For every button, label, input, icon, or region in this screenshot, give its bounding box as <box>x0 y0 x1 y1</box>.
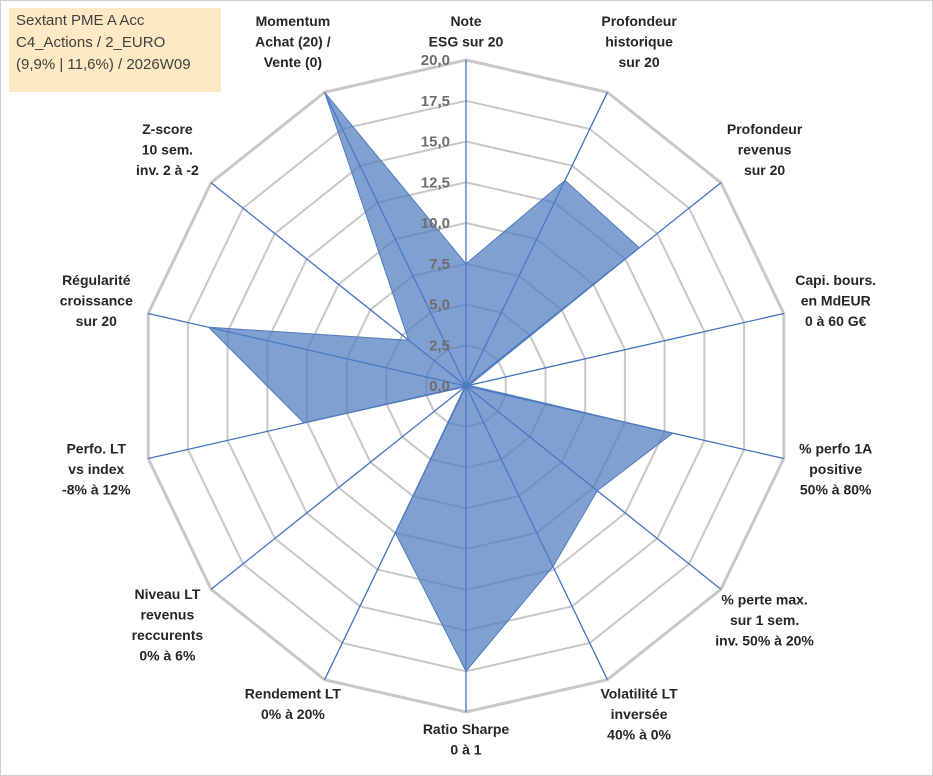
axis-label-3: Profondeur revenus sur 20 <box>727 121 803 178</box>
tick-label: 7,5 <box>429 256 450 273</box>
axis-spoke-4 <box>465 312 784 387</box>
axis-label-2: Profondeur historique sur 20 <box>601 13 677 70</box>
axis-label-8: Ratio Sharpe 0 à 1 <box>423 721 510 758</box>
axis-label-10: Niveau LT revenus reccurents 0% à 6% <box>132 586 204 664</box>
radial-tick-labels: 0,0 2,5 5,0 7,5 10,0 12,5 15,0 17,5 20,0 <box>421 52 450 395</box>
axis-label-5: % perfo 1A positive 50% à 80% <box>799 440 872 497</box>
tick-label: 10,0 <box>421 215 450 232</box>
axis-label-11: Perfo. LT vs index -8% à 12% <box>62 440 131 497</box>
tick-label: 2,5 <box>429 337 450 354</box>
axis-label-1: Note ESG sur 20 <box>429 13 504 50</box>
fund-name: Sextant PME A Acc <box>16 12 145 29</box>
tick-label: 15,0 <box>421 134 450 151</box>
axis-label-7: Volatilité LT inversée 40% à 0% <box>600 686 678 743</box>
axis-label-13: Z-score 10 sem. inv. 2 à -2 <box>136 121 199 178</box>
axis-label-9: Rendement LT 0% à 20% <box>245 686 342 723</box>
axis-label-12: Régularité croissance sur 20 <box>60 272 133 329</box>
axis-label-4: Capi. bours. en MdEUR 0 à 60 G€ <box>795 272 876 329</box>
tick-label: 17,5 <box>421 93 450 110</box>
axis-label-14: Momentum Achat (20) / Vente (0) <box>255 13 331 70</box>
radar-series <box>207 91 674 673</box>
series-area-1 <box>207 91 674 673</box>
tick-label: 20,0 <box>421 52 450 69</box>
tick-label: 12,5 <box>421 174 450 191</box>
tick-label: 5,0 <box>429 297 450 314</box>
fund-stats: (9,9% | 11,6%) / 2026W09 <box>16 56 191 73</box>
axis-label-6: % perte max. sur 1 sem. inv. 50% à 20% <box>715 592 814 649</box>
axis-labels: Note ESG sur 20 Profondeur historique sur 20… <box>60 13 876 757</box>
axis-spoke-10 <box>210 385 467 590</box>
tick-label: 0,0 <box>429 378 450 395</box>
fund-info-box: Sextant PME A Acc C4_Actions / 2_EURO (9… <box>9 8 221 92</box>
fund-category: C4_Actions / 2_EURO <box>16 34 166 51</box>
